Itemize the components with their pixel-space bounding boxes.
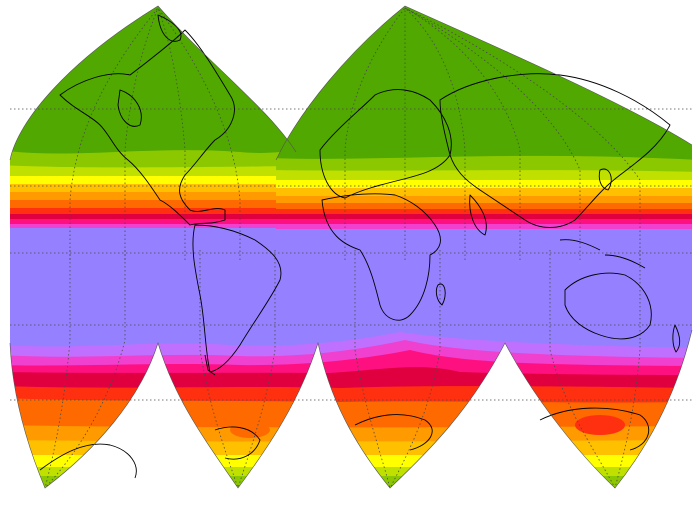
band-green-north-left xyxy=(10,150,296,170)
asia-coast xyxy=(439,73,671,228)
meridian-n10 xyxy=(404,7,641,260)
meridian-n1 xyxy=(69,7,159,260)
north-left-lobe-outline xyxy=(9,5,297,161)
south-bands xyxy=(10,240,692,488)
meridian-s8 xyxy=(614,250,641,489)
band-green-south xyxy=(10,476,692,488)
india-coast xyxy=(469,194,487,236)
meridian-s4 xyxy=(237,250,276,489)
japan-coast xyxy=(598,168,612,191)
band-hotpink-south xyxy=(10,350,692,380)
lobe-outlines xyxy=(9,5,693,489)
meridian-n9 xyxy=(404,7,581,260)
graticule xyxy=(10,7,692,489)
band-lightorange-north-left xyxy=(10,192,296,202)
antarctic-red-spot xyxy=(575,415,625,435)
band-green-north-right xyxy=(276,155,692,174)
madagascar-coast xyxy=(435,283,446,306)
band-yellow-north-right xyxy=(276,180,692,190)
greenland-coast xyxy=(157,14,182,42)
meridian-n5 xyxy=(344,7,406,260)
meridian-n3 xyxy=(157,7,186,260)
south-america-coast xyxy=(192,224,282,373)
meridian-n4 xyxy=(157,7,241,260)
antarctica-coast-1 xyxy=(39,443,137,479)
band-lightorange-north-right xyxy=(276,196,692,205)
band-lime-south xyxy=(10,467,692,478)
north-right-lobe-outline xyxy=(275,5,693,161)
meridian-n8 xyxy=(404,7,521,260)
north-bands xyxy=(10,6,692,258)
tierra-del-fuego-coast xyxy=(204,354,216,376)
hudson-bay-coast xyxy=(117,89,142,127)
africa-coast xyxy=(321,193,441,321)
meridian-s2 xyxy=(44,250,126,489)
band-orange-north-left xyxy=(10,200,296,210)
meridian-n7 xyxy=(404,7,466,260)
north-america-coast xyxy=(59,29,235,226)
south-lobes-outline xyxy=(9,329,693,489)
meridian-s1 xyxy=(44,250,71,489)
band-purple-south xyxy=(10,240,692,350)
indonesia-coast xyxy=(559,239,646,269)
meridian-s3 xyxy=(199,250,239,489)
new-zealand-coast xyxy=(672,324,681,353)
coastlines xyxy=(39,14,681,479)
band-yellow-north-left xyxy=(10,176,296,186)
australia-coast xyxy=(564,272,652,340)
antarctica-coast-4 xyxy=(539,407,650,451)
meridian-s5 xyxy=(354,250,391,489)
antarctica-coast-2 xyxy=(214,426,261,460)
band-lime-north-left xyxy=(10,165,296,178)
meridian-s6 xyxy=(389,250,441,489)
band-lime-north-right xyxy=(276,170,692,182)
antarctic-orange-spot xyxy=(230,422,270,438)
meridian-s7 xyxy=(549,250,616,489)
antarctica-coast-3 xyxy=(354,414,433,451)
band-amber-north-left xyxy=(10,184,296,194)
